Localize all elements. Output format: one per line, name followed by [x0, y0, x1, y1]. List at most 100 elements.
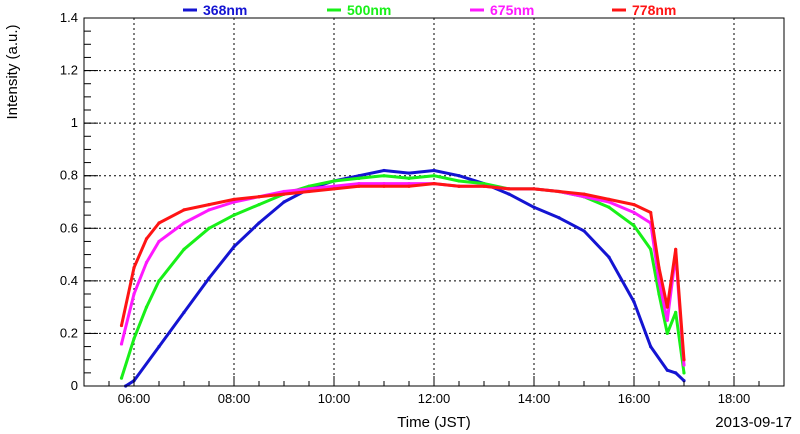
data-point-368nm [432, 168, 436, 173]
data-point-675nm [182, 221, 186, 225]
x-tick-label: 14:00 [518, 391, 551, 406]
data-point-675nm [357, 182, 361, 186]
data-point-500nm [307, 184, 311, 188]
data-point-368nm [532, 205, 536, 209]
y-axis-title: Intensity (a.u.) [4, 24, 21, 119]
data-point-675nm [607, 200, 611, 204]
data-point-778nm [582, 192, 586, 196]
data-point-368nm [557, 216, 561, 220]
data-point-500nm [232, 213, 236, 217]
tick-labels: 06:00 08:00 10:00 12:00 14:00 16:00 18:00 0 0.2 0… [60, 10, 750, 406]
x-tick-label: 12:00 [418, 391, 451, 406]
data-point-368nm [649, 344, 653, 349]
y-tick-label: 0 [71, 378, 78, 393]
data-point-778nm [674, 247, 678, 251]
data-point-500nm [632, 224, 636, 228]
data-point-368nm [257, 221, 261, 225]
y-tick-label: 0.8 [60, 168, 78, 183]
legend-label-368nm: 368nm [203, 2, 247, 18]
data-point-675nm [682, 363, 686, 367]
x-tick-label: 18:00 [718, 391, 751, 406]
data-point-500nm [657, 292, 661, 296]
data-point-778nm [457, 184, 461, 188]
data-point-368nm [674, 371, 678, 375]
series-line-368nm [124, 169, 686, 388]
data-point-500nm [432, 174, 436, 178]
data-point-368nm [232, 245, 236, 249]
data-point-500nm [482, 182, 486, 186]
data-point-778nm [207, 203, 211, 207]
data-point-675nm [307, 187, 311, 191]
data-point-675nm [665, 318, 669, 322]
data-point-675nm [232, 200, 236, 204]
data-point-368nm [282, 200, 286, 204]
data-point-675nm [657, 279, 661, 283]
data-point-368nm [357, 174, 361, 178]
data-point-778nm [532, 187, 536, 191]
data-point-675nm [282, 189, 286, 194]
data-point-500nm [382, 174, 386, 178]
data-point-778nm [482, 184, 486, 188]
data-point-675nm [332, 184, 336, 188]
data-point-368nm [157, 344, 161, 349]
data-point-778nm [157, 221, 161, 225]
data-point-368nm [607, 255, 611, 259]
x-tick-label: 08:00 [218, 391, 251, 406]
data-point-778nm [357, 184, 361, 188]
data-point-778nm [182, 208, 186, 212]
y-tick-label: 1.4 [60, 10, 78, 25]
data-point-675nm [144, 260, 149, 265]
data-point-368nm [665, 368, 669, 372]
date-label: 2013-09-17 [715, 414, 792, 431]
data-point-368nm [582, 229, 586, 233]
x-tick-label: 16:00 [618, 391, 651, 406]
data-point-778nm [632, 203, 636, 207]
data-point-368nm [682, 379, 686, 383]
data-point-500nm [682, 371, 686, 375]
data-point-675nm [382, 182, 386, 186]
data-point-778nm [132, 266, 136, 270]
data-point-500nm [665, 331, 669, 336]
legend-label-500nm: 500nm [347, 2, 391, 18]
data-point-778nm [144, 237, 149, 241]
data-point-500nm [607, 205, 611, 209]
data-point-500nm [207, 226, 211, 230]
data-point-778nm [282, 192, 286, 196]
data-point-778nm [557, 189, 561, 194]
series-line-500nm [120, 174, 686, 380]
data-point-778nm [382, 184, 386, 188]
data-point-778nm [257, 195, 261, 199]
y-tick-label: 1.2 [60, 63, 78, 78]
y-tick-label: 0.4 [60, 273, 78, 288]
series-line-778nm [120, 182, 686, 362]
data-point-368nm [407, 171, 411, 175]
data-point-500nm [457, 179, 461, 183]
series-layer [119, 168, 686, 388]
data-point-778nm [507, 187, 511, 191]
y-tick-label: 0.6 [60, 220, 78, 235]
data-point-368nm [382, 168, 386, 173]
x-tick-label: 10:00 [318, 391, 351, 406]
data-point-500nm [157, 279, 161, 283]
data-point-778nm [665, 305, 669, 309]
data-point-778nm [682, 358, 686, 362]
legend-label-675nm: 675nm [490, 2, 534, 18]
data-point-778nm [657, 266, 661, 270]
data-point-778nm [307, 189, 311, 194]
data-point-368nm [182, 310, 186, 314]
data-point-675nm [157, 239, 161, 244]
grid [84, 18, 784, 386]
data-point-500nm [182, 247, 186, 251]
legend-label-778nm: 778nm [632, 2, 676, 18]
data-point-500nm [674, 310, 678, 314]
data-point-675nm [119, 342, 124, 346]
data-point-500nm [132, 337, 136, 341]
data-point-778nm [649, 210, 653, 215]
data-point-675nm [582, 195, 586, 199]
data-point-368nm [207, 276, 211, 280]
data-point-500nm [119, 376, 124, 380]
data-point-368nm [632, 300, 636, 304]
data-point-675nm [632, 210, 636, 215]
data-point-500nm [407, 176, 411, 180]
